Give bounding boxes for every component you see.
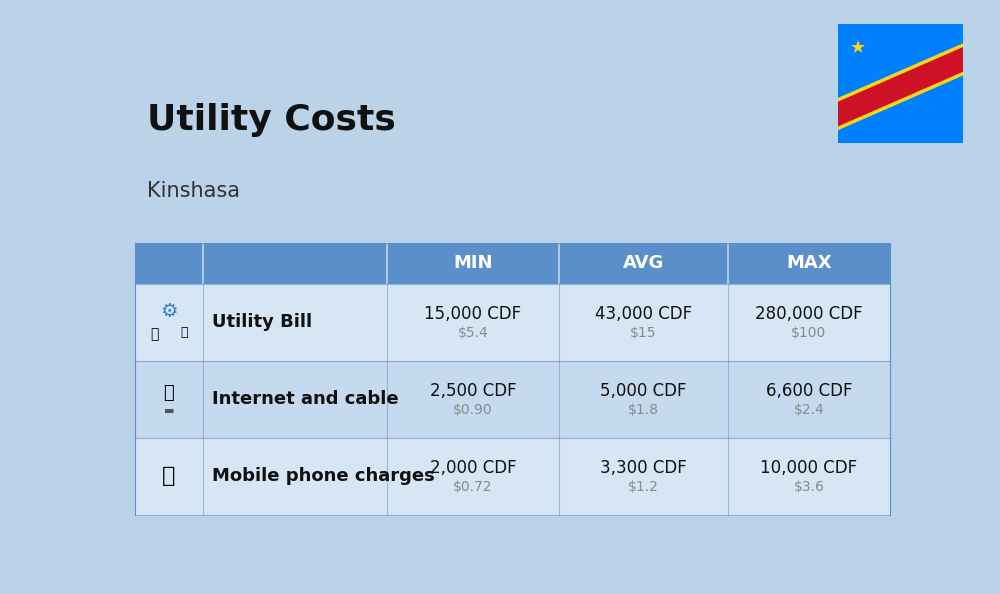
Text: 📱: 📱 xyxy=(162,466,175,486)
Text: 280,000 CDF: 280,000 CDF xyxy=(755,305,863,323)
Text: 6,600 CDF: 6,600 CDF xyxy=(766,382,852,400)
Text: $0.90: $0.90 xyxy=(453,403,493,416)
Text: 3,300 CDF: 3,300 CDF xyxy=(600,459,687,477)
Text: 2,500 CDF: 2,500 CDF xyxy=(430,382,516,400)
FancyBboxPatch shape xyxy=(135,438,890,515)
Text: MIN: MIN xyxy=(453,254,493,273)
Text: 📶: 📶 xyxy=(163,384,174,402)
Text: 💧: 💧 xyxy=(181,326,188,339)
Text: 15,000 CDF: 15,000 CDF xyxy=(424,305,522,323)
Polygon shape xyxy=(838,45,963,128)
Text: ⚙: ⚙ xyxy=(160,302,178,321)
Text: $3.6: $3.6 xyxy=(794,479,824,494)
Text: 🔌: 🔌 xyxy=(151,327,159,341)
Text: $5.4: $5.4 xyxy=(458,326,488,340)
Text: $15: $15 xyxy=(630,326,657,340)
Text: ▬: ▬ xyxy=(164,406,174,416)
Text: ★: ★ xyxy=(850,39,866,56)
Text: 2,000 CDF: 2,000 CDF xyxy=(430,459,516,477)
Text: Utility Bill: Utility Bill xyxy=(212,314,312,331)
FancyBboxPatch shape xyxy=(135,284,890,361)
Text: 5,000 CDF: 5,000 CDF xyxy=(600,382,687,400)
Text: $100: $100 xyxy=(791,326,827,340)
Text: $0.72: $0.72 xyxy=(453,479,493,494)
Text: Internet and cable: Internet and cable xyxy=(212,390,398,409)
Text: MAX: MAX xyxy=(786,254,832,273)
Text: Mobile phone charges: Mobile phone charges xyxy=(212,467,435,485)
Text: $1.8: $1.8 xyxy=(628,403,659,416)
Text: AVG: AVG xyxy=(623,254,664,273)
Text: $2.4: $2.4 xyxy=(794,403,824,416)
Text: 43,000 CDF: 43,000 CDF xyxy=(595,305,692,323)
Text: $1.2: $1.2 xyxy=(628,479,659,494)
Text: Kinshasa: Kinshasa xyxy=(147,181,240,201)
FancyBboxPatch shape xyxy=(135,243,890,284)
FancyBboxPatch shape xyxy=(135,361,890,438)
Text: Utility Costs: Utility Costs xyxy=(147,103,396,137)
Text: 10,000 CDF: 10,000 CDF xyxy=(760,459,858,477)
